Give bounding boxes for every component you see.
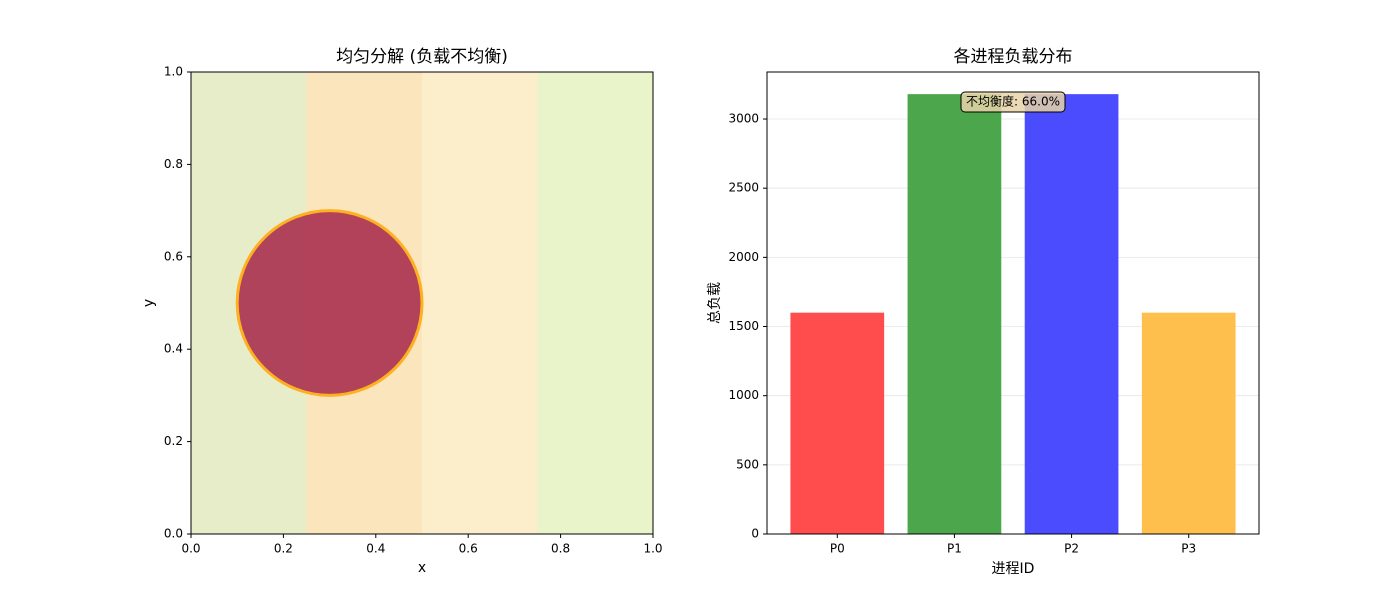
x-axis-label: x [418,560,426,576]
y-tick-label: 1500 [728,319,759,333]
y-tick-label: 2000 [728,250,759,264]
y-axis-label: 总负载 [707,282,723,324]
x-tick-label: P0 [830,542,845,556]
annotation: 不均衡度: 66.0% [966,94,1060,109]
x-tick-label: 0.8 [551,542,570,556]
chart-title: 均匀分解 (负载不均衡) [336,47,508,67]
bar [790,312,885,534]
x-tick-label: P2 [1064,542,1079,556]
y-axis-label: y [141,299,157,307]
bar [1141,312,1236,534]
y-tick-label: 3000 [728,112,759,126]
bar [907,94,1002,534]
chart-title: 各进程负载分布 [954,47,1073,67]
x-tick-label: 0.6 [459,542,478,556]
y-tick-label: 0.8 [164,157,183,171]
y-tick-label: 2500 [728,181,759,195]
y-tick-label: 0.6 [164,249,183,263]
y-tick-label: 1.0 [164,65,183,79]
x-tick-label: P3 [1181,542,1196,556]
x-tick-label: 0.4 [366,542,385,556]
y-tick-label: 0.4 [164,342,183,356]
x-axis-label: 进程ID [992,561,1035,577]
y-tick-label: 0 [751,527,759,541]
y-tick-label: 0.0 [164,527,183,541]
axes-frame [190,71,654,535]
x-tick-label: 0.0 [181,542,200,556]
y-tick-label: 1000 [728,388,759,402]
y-tick-label: 500 [736,457,759,471]
x-tick-label: 1.0 [643,542,662,556]
partition-strip [422,72,538,534]
x-tick-label: P1 [947,542,962,556]
bar [1024,94,1119,534]
partition-strip [537,72,653,534]
circle-region [235,209,424,397]
annotation-box [960,91,1066,113]
axes-frame [766,71,1260,535]
y-tick-label: 0.2 [164,434,183,448]
x-tick-label: 0.2 [274,542,293,556]
